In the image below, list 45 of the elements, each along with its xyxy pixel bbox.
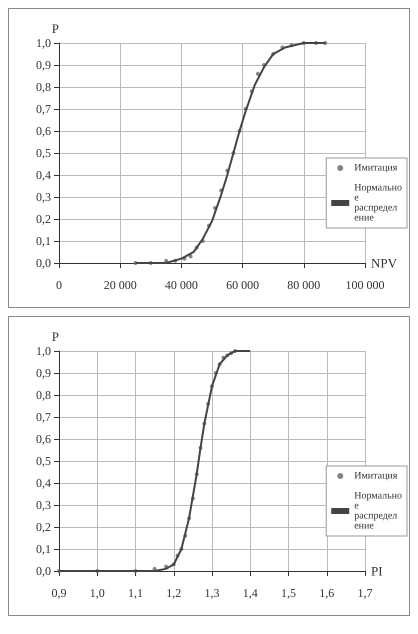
x-tick-label: 1,3 — [204, 586, 220, 600]
x-tick-label: 40 000 — [164, 278, 198, 292]
legend-label: Нормальное распределение — [354, 182, 402, 224]
x-axis-title: NPV — [371, 256, 398, 270]
x-tick-label: 0 — [56, 278, 62, 292]
y-tick-label: 0,8 — [36, 388, 51, 402]
y-tick-label: 1,0 — [36, 344, 51, 358]
y-tick-label: 0,4 — [36, 476, 51, 490]
x-tick-label: 1,4 — [242, 586, 258, 600]
x-tick-label: 100 000 — [346, 278, 384, 292]
y-tick-label: 0,3 — [36, 190, 51, 204]
x-tick-label: 60 000 — [226, 278, 260, 292]
y-tick-label: 0,2 — [36, 212, 51, 226]
y-tick-label: 0,7 — [36, 102, 51, 116]
legend-label: Имитация — [354, 470, 398, 482]
y-tick-label: 0,8 — [36, 80, 51, 94]
y-tick-label: 0,4 — [36, 168, 51, 182]
x-tick-label: 20 000 — [104, 278, 137, 292]
y-tick-label: 0,0 — [36, 564, 51, 578]
x-tick-label: 1,7 — [358, 586, 372, 600]
x-tick-label: 1,2 — [166, 586, 182, 600]
x-tick-label: 1,5 — [281, 586, 296, 600]
x-tick-label: 80 000 — [287, 278, 320, 292]
y-tick-label: 0,6 — [36, 432, 51, 446]
y-tick-label: 1,0 — [36, 36, 51, 50]
y-tick-label: 0,5 — [36, 454, 51, 468]
x-tick-label: 0,9 — [52, 586, 66, 600]
x-tick-label: 1,6 — [319, 586, 334, 600]
y-tick-label: 0,3 — [36, 498, 51, 512]
x-axis-title: PI — [371, 564, 383, 578]
y-tick-label: 0,2 — [36, 520, 51, 534]
legend-label: Нормальное распределение — [354, 490, 402, 532]
y-tick-label: 0,1 — [36, 234, 51, 248]
y-tick-label: 0,1 — [36, 542, 51, 556]
x-tick-label: 1,1 — [128, 586, 143, 600]
legend-label: Имитация — [354, 162, 398, 174]
y-tick-label: 0,9 — [36, 366, 51, 380]
y-tick-label: 0,5 — [36, 146, 51, 160]
x-tick-label: 1,0 — [90, 586, 105, 600]
y-tick-label: 0,7 — [36, 410, 51, 424]
y-tick-label: 0,6 — [36, 124, 51, 138]
y-tick-label: 0,0 — [36, 256, 51, 270]
y-axis-title: P — [52, 329, 59, 344]
y-axis-title: P — [52, 21, 59, 36]
y-tick-label: 0,9 — [36, 58, 51, 72]
